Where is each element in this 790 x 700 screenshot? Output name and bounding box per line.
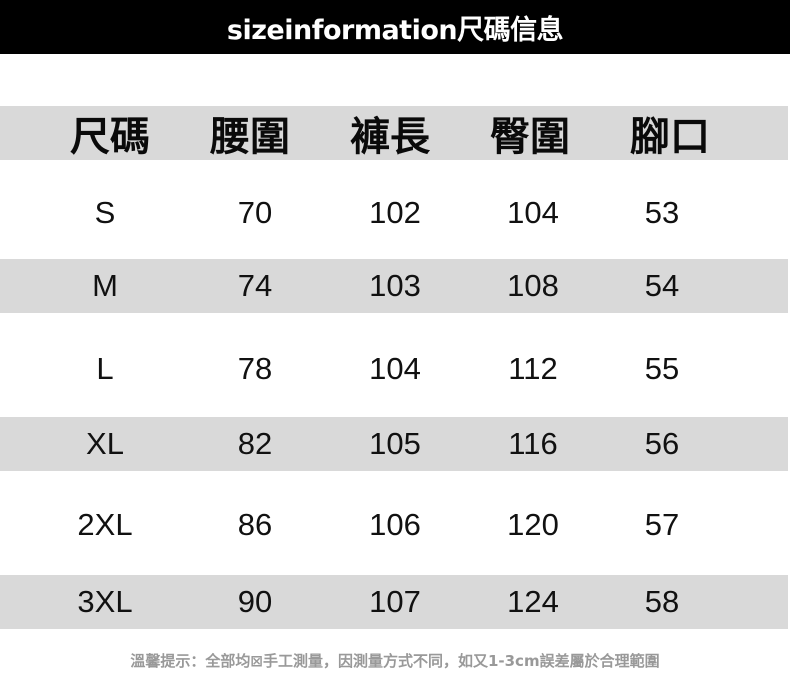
table-cell: 112: [508, 351, 558, 386]
table-cell: M: [92, 268, 118, 303]
table-cell: 124: [507, 584, 559, 619]
table-cell: 54: [644, 268, 680, 303]
table-row: XL 82 105 116 56: [0, 417, 788, 471]
table-cell: 78: [237, 351, 273, 386]
table-cell: 82: [237, 426, 273, 461]
header-size: 尺碼: [70, 114, 150, 160]
page-title: sizeinformation尺碼信息: [0, 0, 790, 54]
table-cell: 104: [507, 195, 559, 230]
table-cell: 56: [644, 426, 680, 461]
table-cell: 103: [369, 268, 421, 303]
table-cell: 53: [644, 195, 680, 230]
table-cell: 58: [644, 584, 680, 619]
table-cell: 120: [507, 507, 559, 542]
table-cell: 107: [369, 584, 421, 619]
table-cell: 108: [507, 268, 559, 303]
table-row: L 78 104 112 55: [0, 342, 788, 396]
table-cell: 2XL: [77, 507, 133, 542]
table-cell: 90: [237, 584, 273, 619]
table-cell: 3XL: [77, 584, 133, 619]
table-cell: S: [94, 195, 116, 230]
table-header-row: 尺碼 腰圍 褲長 臀圍 腳口: [0, 106, 788, 160]
header-hip: 臀圍: [490, 114, 570, 160]
table-row: 2XL 86 106 120 57: [0, 498, 788, 552]
header-waist: 腰圍: [210, 114, 290, 160]
table-row: S 70 102 104 53: [0, 186, 788, 240]
table-row: 3XL 90 107 124 58: [0, 575, 788, 629]
header-leg-opening: 腳口: [630, 114, 710, 160]
table-row: M 74 103 108 54: [0, 259, 788, 313]
table-cell: 86: [237, 507, 273, 542]
table-cell: 116: [508, 426, 558, 461]
table-cell: L: [96, 351, 114, 386]
table-cell: 74: [237, 268, 273, 303]
table-cell: 70: [237, 195, 273, 230]
footer-note: 溫馨提示：全部均⊠手工測量，因測量方式不同，如又1-3cm誤差屬於合理範圍: [130, 652, 660, 670]
table-cell: 106: [369, 507, 421, 542]
table-cell: XL: [86, 426, 124, 461]
table-cell: 102: [369, 195, 421, 230]
table-cell: 104: [369, 351, 421, 386]
table-cell: 55: [644, 351, 680, 386]
table-cell: 105: [369, 426, 421, 461]
header-length: 褲長: [350, 114, 430, 160]
table-cell: 57: [644, 507, 680, 542]
